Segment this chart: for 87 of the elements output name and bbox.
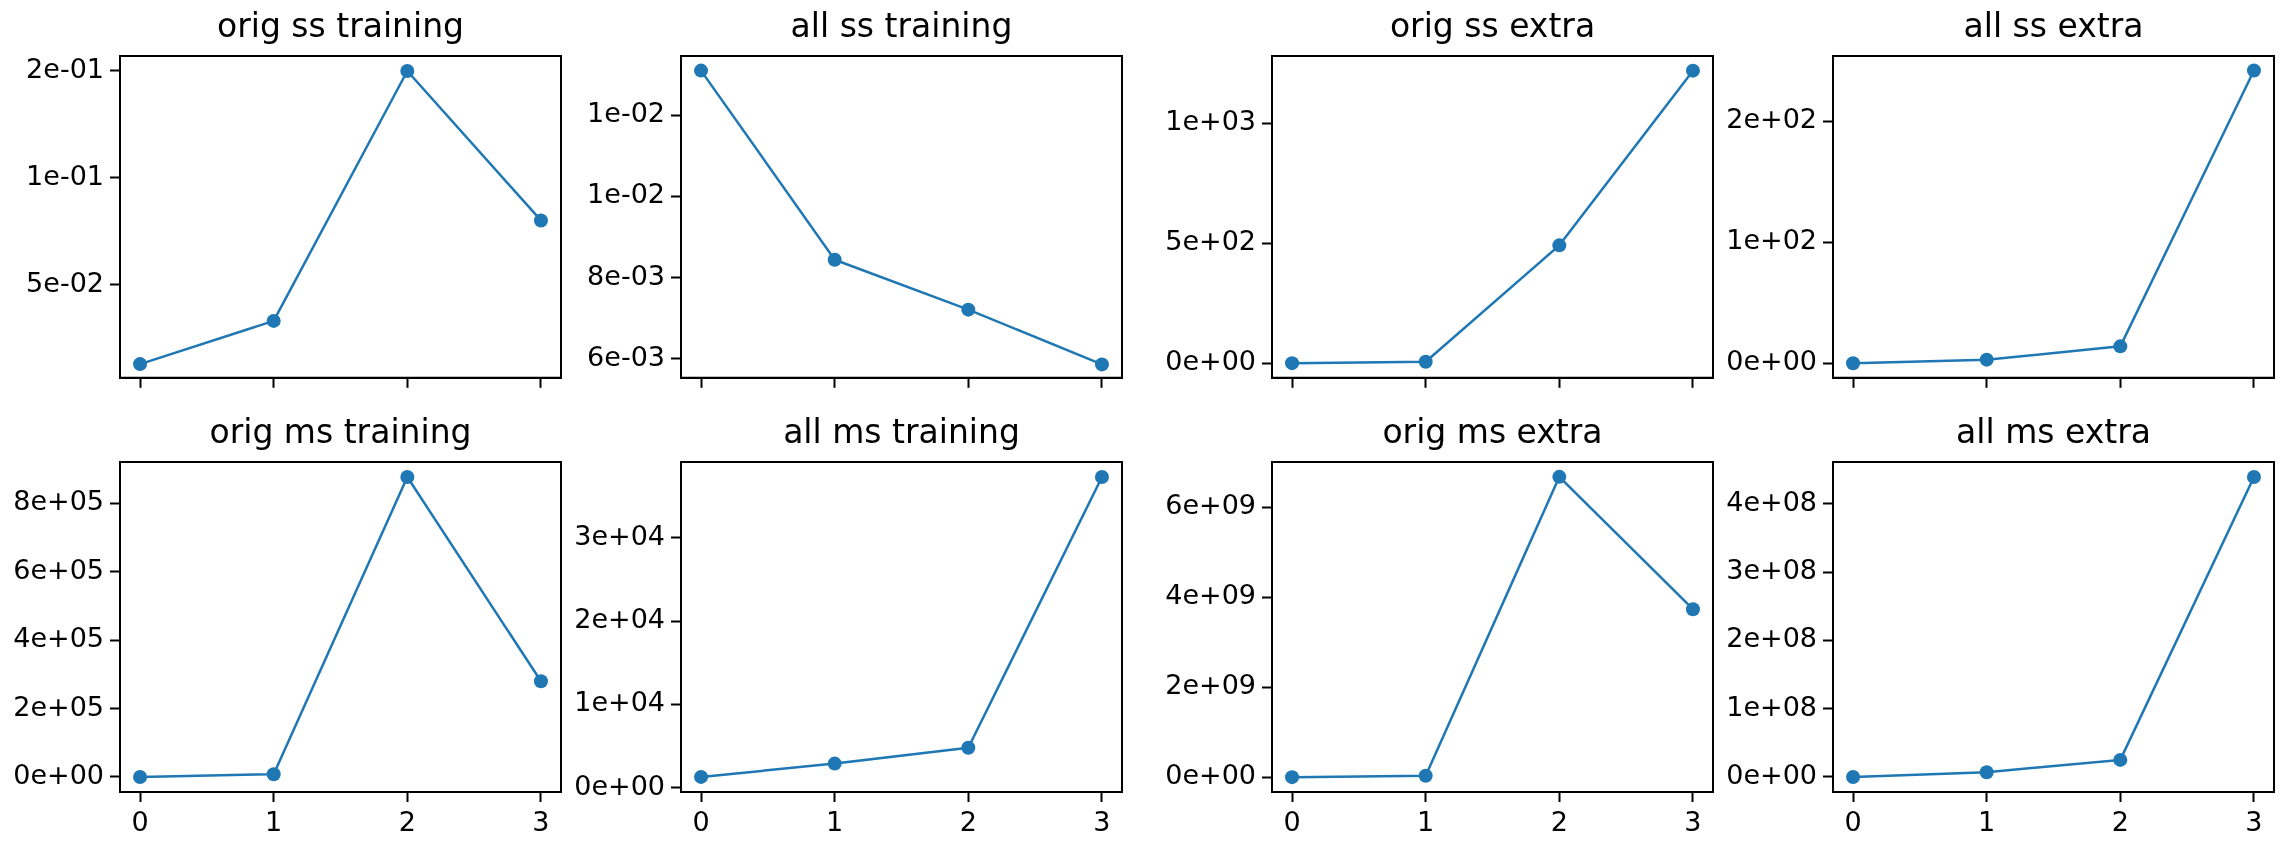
y-tick-label: 5e-02: [26, 266, 104, 298]
y-tick-label: 1e+08: [1726, 690, 1817, 722]
point: [1285, 770, 1300, 785]
point: [2113, 752, 2128, 767]
point: [400, 470, 415, 485]
x-tick-label: 1: [1417, 806, 1435, 838]
point: [133, 357, 148, 372]
x-tick-label: 3: [1684, 806, 1702, 838]
y-tick-label: 1e+04: [574, 686, 665, 718]
point: [533, 213, 548, 228]
point: [827, 252, 842, 267]
point: [1094, 470, 1109, 484]
y-tick-label: 0e+00: [574, 769, 665, 801]
x-tick-label: 3: [2245, 806, 2263, 838]
y-tick-label: 4e+09: [1165, 579, 1256, 611]
point: [1094, 357, 1109, 372]
point: [1979, 352, 1994, 367]
y-tick-label: 1e-02: [587, 97, 665, 129]
chart-title: orig ss training: [216, 5, 465, 45]
point: [1285, 356, 1300, 371]
point: [2113, 339, 2128, 354]
y-tick-label: 5e+02: [1165, 225, 1256, 257]
chart-title: all ss extra: [1963, 5, 2144, 45]
x-tick-label: 3: [532, 806, 550, 838]
point: [1979, 765, 1994, 780]
y-tick-label: 1e+03: [1165, 105, 1256, 137]
chart-title: orig ss extra: [1389, 5, 1596, 45]
y-tick-label: 0e+00: [13, 758, 104, 790]
x-tick-label: 0: [692, 806, 710, 838]
x-tick-label: 0: [1844, 806, 1862, 838]
x-tick-label: 2: [398, 806, 416, 838]
x-tick-label: 0: [1283, 806, 1301, 838]
y-tick-label: 6e+09: [1165, 489, 1256, 521]
point: [266, 313, 281, 328]
point: [1685, 602, 1700, 617]
x-tick-label: 1: [826, 806, 844, 838]
y-tick-label: 2e+09: [1165, 669, 1256, 701]
y-tick-label: 4e+05: [13, 622, 104, 654]
chart-title: all ss training: [790, 5, 1013, 45]
x-tick-label: 3: [1093, 806, 1111, 838]
point: [266, 767, 281, 782]
y-tick-label: 2e+02: [1726, 103, 1817, 135]
point: [2246, 63, 2261, 78]
point: [533, 674, 548, 689]
y-tick-label: 4e+08: [1726, 485, 1817, 517]
y-tick-label: 0e+00: [1165, 759, 1256, 791]
y-tick-label: 6e+05: [13, 553, 104, 585]
point: [400, 63, 415, 78]
point: [1846, 356, 1861, 371]
y-tick-label: 2e-01: [26, 52, 104, 84]
point: [694, 769, 709, 784]
x-tick-label: 0: [131, 806, 149, 838]
x-tick-label: 1: [1978, 806, 1996, 838]
y-tick-label: 2e+08: [1726, 622, 1817, 654]
y-tick-label: 3e+04: [574, 519, 665, 551]
y-tick-label: 1e-01: [26, 159, 104, 191]
chart-title: orig ms training: [209, 411, 472, 451]
chart-title: all ms training: [783, 411, 1020, 451]
y-tick-label: 0e+00: [1726, 758, 1817, 790]
y-tick-label: 8e-03: [587, 259, 665, 291]
y-tick-label: 0e+00: [1165, 345, 1256, 377]
x-tick-label: 2: [1550, 806, 1568, 838]
y-tick-label: 2e+04: [574, 603, 665, 635]
point: [694, 63, 709, 78]
point: [827, 756, 842, 771]
point: [961, 302, 976, 317]
point: [133, 769, 148, 784]
y-tick-label: 0e+00: [1726, 345, 1817, 377]
point: [1552, 238, 1567, 253]
point: [1685, 63, 1700, 78]
y-tick-label: 1e+02: [1726, 224, 1817, 256]
y-tick-label: 3e+08: [1726, 554, 1817, 586]
point: [1418, 354, 1433, 369]
point: [1552, 469, 1567, 484]
chart-title: orig ms extra: [1382, 411, 1603, 451]
x-tick-label: 2: [2111, 806, 2129, 838]
y-tick-label: 8e+05: [13, 485, 104, 517]
chart-title: all ms extra: [1956, 411, 2151, 451]
point: [961, 740, 976, 755]
x-tick-label: 1: [265, 806, 283, 838]
x-tick-label: 2: [959, 806, 977, 838]
point: [1846, 769, 1861, 784]
y-tick-label: 1e-02: [587, 178, 665, 210]
point: [2246, 470, 2261, 485]
y-tick-label: 2e+05: [13, 690, 104, 722]
y-tick-label: 6e-03: [587, 340, 665, 372]
point: [1418, 768, 1433, 783]
